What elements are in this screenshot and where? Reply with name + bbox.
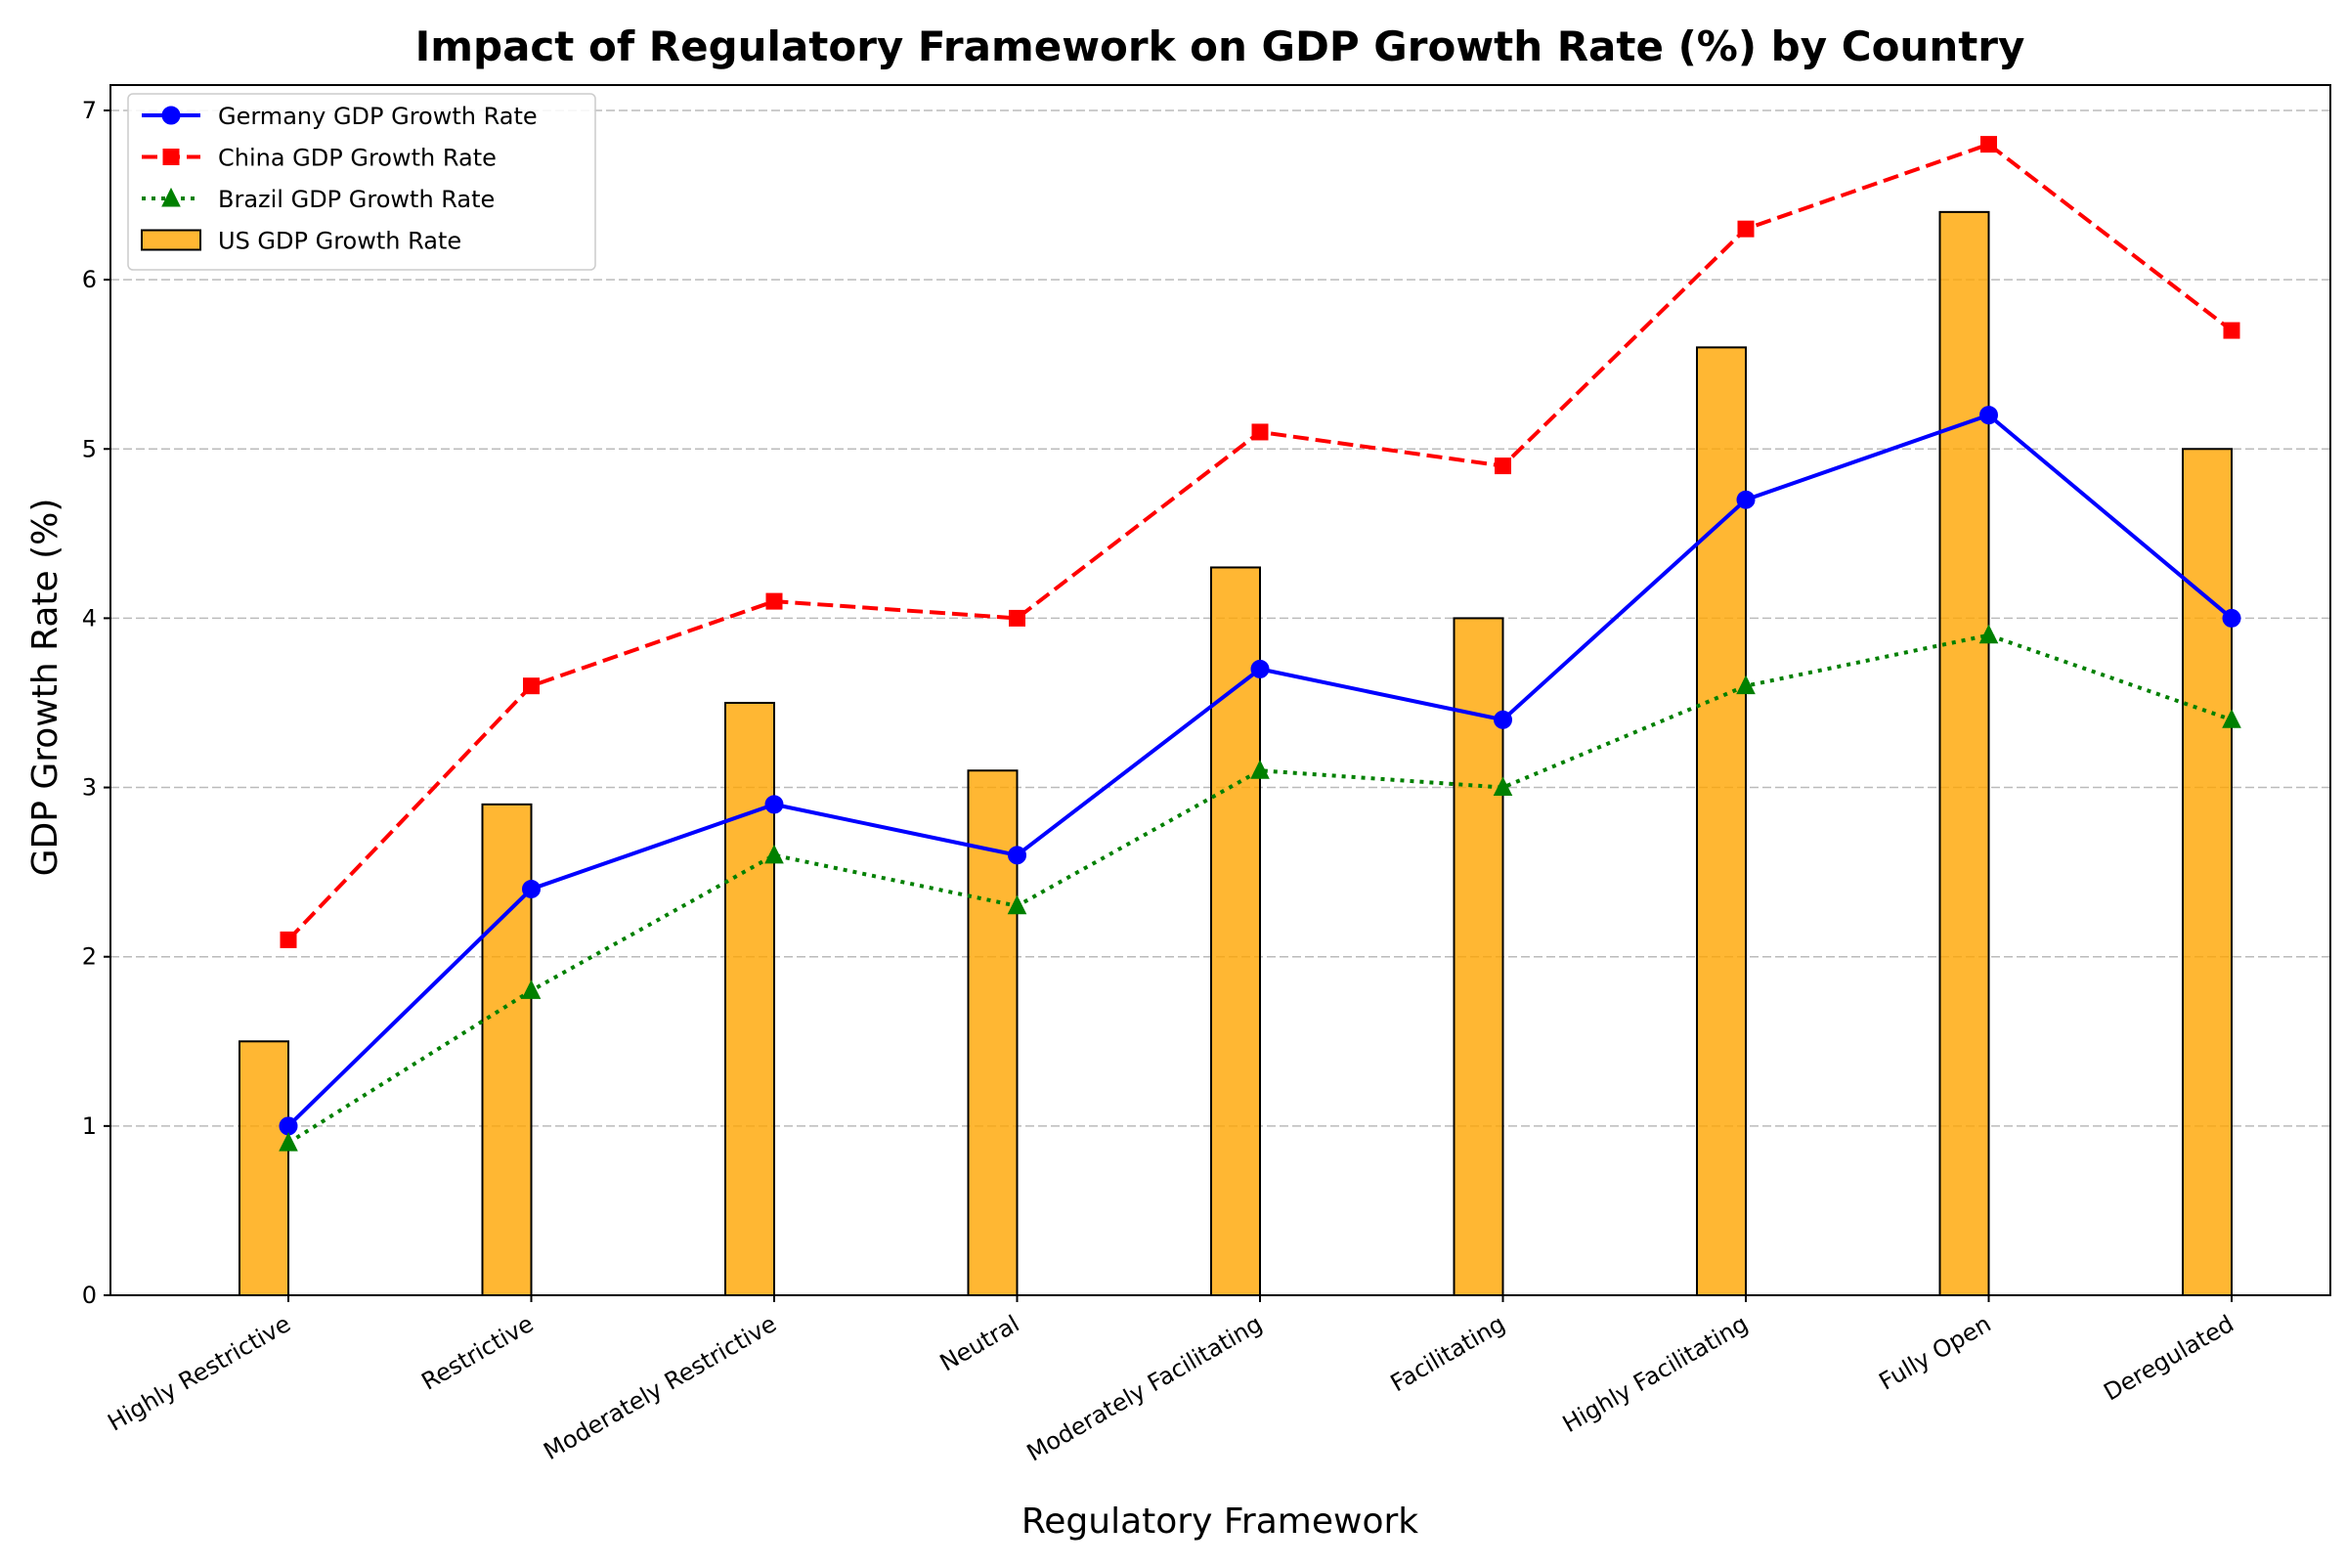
series-line bbox=[286, 632, 2233, 1145]
data-point bbox=[764, 844, 784, 864]
bar bbox=[1453, 617, 1504, 1296]
marker-layer bbox=[279, 136, 2241, 1152]
data-point bbox=[280, 931, 297, 948]
legend-marker bbox=[161, 187, 181, 207]
bar bbox=[2182, 448, 2233, 1296]
legend-swatch bbox=[141, 229, 201, 251]
data-point bbox=[1980, 136, 1997, 153]
data-point bbox=[522, 879, 541, 898]
bar bbox=[724, 701, 775, 1296]
data-point bbox=[1009, 609, 1025, 627]
y-tick-label: 6 bbox=[82, 266, 97, 293]
legend-box bbox=[127, 93, 596, 271]
legend: Germany GDP Growth Rate China GDP Growth … bbox=[127, 93, 596, 271]
data-point bbox=[521, 980, 542, 999]
y-tick-label: 0 bbox=[82, 1282, 97, 1309]
bar bbox=[1696, 346, 1747, 1296]
bar bbox=[481, 803, 533, 1297]
data-point bbox=[765, 592, 783, 610]
data-point bbox=[2222, 608, 2241, 628]
data-point bbox=[1978, 624, 1999, 644]
y-tick-label: 2 bbox=[82, 943, 97, 971]
data-point bbox=[2222, 709, 2241, 728]
y-tick-label: 3 bbox=[82, 774, 97, 802]
y-tick-label: 4 bbox=[82, 604, 97, 632]
bar bbox=[1938, 210, 1990, 1297]
chart-title: Impact of Regulatory Framework on GDP Gr… bbox=[415, 22, 2025, 70]
plot-frame bbox=[109, 84, 2331, 1296]
y-tick-label: 7 bbox=[82, 97, 97, 124]
legend-marker bbox=[162, 149, 180, 165]
legend-marker bbox=[161, 106, 181, 125]
data-point bbox=[523, 677, 540, 695]
data-point bbox=[1008, 846, 1026, 865]
data-point bbox=[1494, 710, 1512, 729]
data-point bbox=[279, 1132, 298, 1152]
data-point bbox=[1250, 760, 1270, 779]
y-axis-title: GDP Growth Rate (%) bbox=[25, 499, 65, 877]
data-point bbox=[1493, 776, 1513, 797]
x-axis-title: Regulatory Framework bbox=[1021, 1502, 1418, 1542]
legend-label: Brazil GDP Growth Rate bbox=[218, 186, 495, 213]
legend-label: US GDP Growth Rate bbox=[218, 228, 461, 255]
y-tick-label: 1 bbox=[82, 1112, 97, 1140]
legend-label: China GDP Growth Rate bbox=[218, 145, 497, 172]
data-point bbox=[2223, 322, 2240, 339]
data-point bbox=[1737, 220, 1755, 238]
data-point bbox=[1007, 894, 1027, 915]
data-point bbox=[1250, 659, 1270, 678]
data-point bbox=[764, 795, 784, 814]
data-point bbox=[1979, 406, 1998, 425]
data-point bbox=[1736, 675, 1756, 695]
legend-label: Germany GDP Growth Rate bbox=[218, 103, 538, 130]
bar bbox=[239, 1040, 289, 1296]
data-point bbox=[1251, 423, 1269, 441]
data-point bbox=[1736, 490, 1756, 509]
axes-layer bbox=[109, 84, 2331, 1296]
y-tick-label: 5 bbox=[82, 435, 97, 462]
data-point bbox=[1495, 457, 1511, 475]
